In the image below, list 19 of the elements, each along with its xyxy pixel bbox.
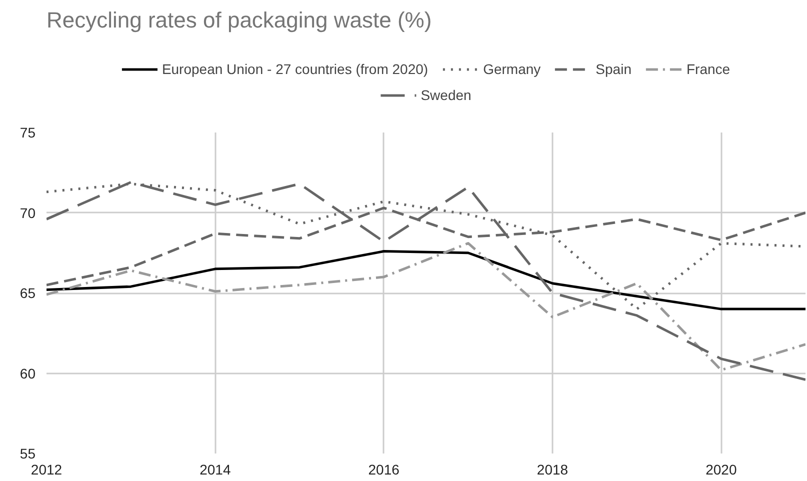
y-tick-label: 60 [20,365,36,382]
x-tick-label: 2020 [706,462,737,478]
legend-label: European Union - 27 countries (from 2020) [162,61,428,77]
chart-title: Recycling rates of packaging waste (%) [46,8,432,32]
legend-label: France [686,61,730,77]
legend-label: Germany [483,61,541,77]
x-tick-label: 2016 [368,462,400,478]
line-series [46,242,806,372]
y-tick-label: 55 [20,446,36,462]
y-tick-label: 65 [20,285,36,301]
x-tick-label: 2012 [30,462,62,478]
y-tick-label: 70 [20,204,36,221]
x-tick-label: 2018 [536,462,568,478]
x-tick-label: 2014 [200,462,231,478]
line-series [46,250,806,310]
y-tick-label: 75 [20,124,36,140]
legend-label: Sweden [420,87,472,103]
line-series [46,181,806,381]
legend-label: Spain [596,61,632,77]
